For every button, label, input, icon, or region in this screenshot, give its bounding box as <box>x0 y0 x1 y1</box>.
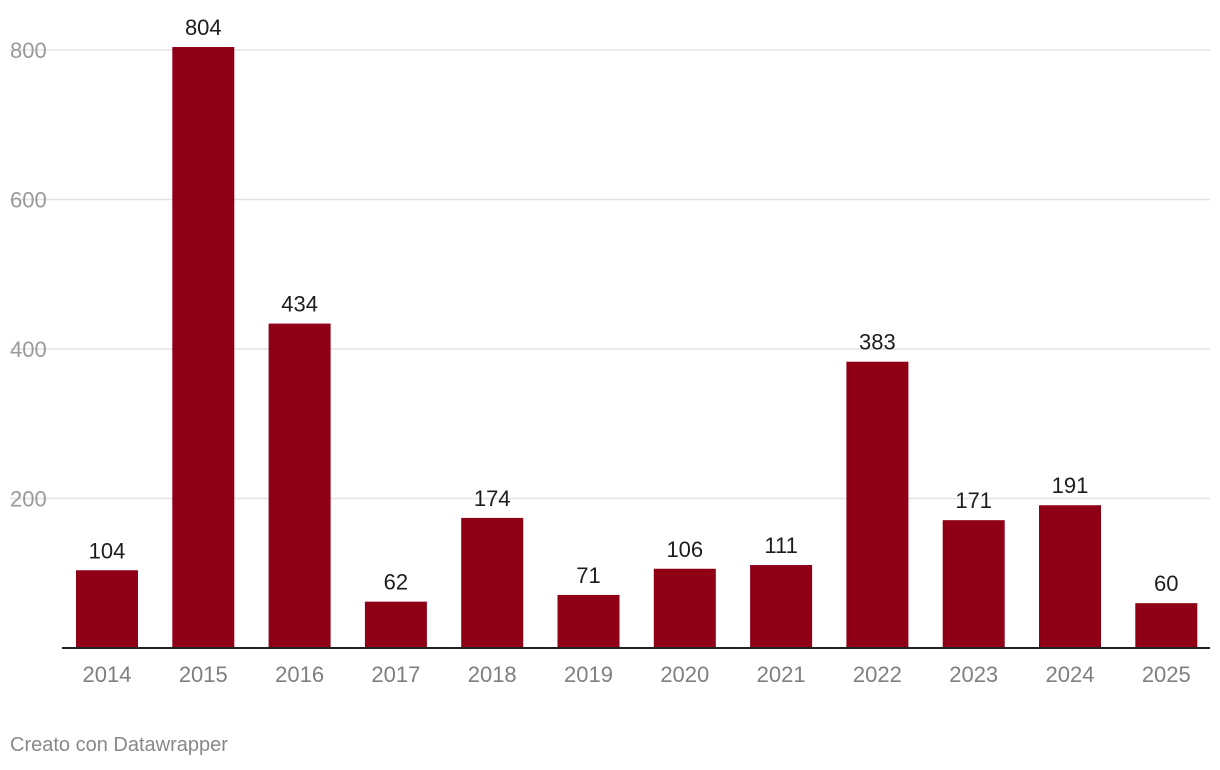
bar-2014 <box>76 570 138 648</box>
value-label-2014: 104 <box>89 538 126 563</box>
x-tick-label-2020: 2020 <box>660 662 709 687</box>
value-label-2017: 62 <box>384 570 408 595</box>
value-labels: 104 804 434 62 174 71 106 111 383 171 191 60 <box>89 15 1179 596</box>
value-label-2021: 111 <box>764 533 797 558</box>
x-tick-label-2024: 2024 <box>1046 662 1095 687</box>
bar-2021 <box>750 565 813 648</box>
bar-2017 <box>364 601 427 648</box>
bar-2022 <box>846 361 909 648</box>
bar-2025 <box>1135 603 1198 648</box>
bar-2019 <box>557 594 620 648</box>
y-tick-label: 600 <box>10 188 47 213</box>
value-label-2016: 434 <box>281 292 318 317</box>
value-label-2023: 171 <box>955 488 992 513</box>
x-tick-label-2016: 2016 <box>275 662 324 687</box>
value-label-2015: 804 <box>185 15 222 40</box>
x-tick-label-2019: 2019 <box>564 662 613 687</box>
value-label-2025: 60 <box>1154 571 1178 596</box>
y-tick-label: 400 <box>10 337 47 362</box>
value-label-2018: 174 <box>474 486 511 511</box>
y-tick-label: 800 <box>10 38 47 63</box>
x-tick-label-2025: 2025 <box>1142 662 1191 687</box>
value-label-2024: 191 <box>1052 473 1089 498</box>
bar-2018 <box>461 517 524 648</box>
footer-credit: Creato con Datawrapper <box>10 734 228 756</box>
x-tick-label-2022: 2022 <box>853 662 902 687</box>
value-label-2019: 71 <box>576 563 600 588</box>
value-label-2022: 383 <box>859 330 896 355</box>
x-tick-label-2014: 2014 <box>83 662 132 687</box>
x-axis-labels: 2014 2015 2016 2017 2018 2019 2020 2021 2022 2023… <box>83 662 1191 687</box>
bar-2020 <box>653 568 716 648</box>
bar-2024 <box>1039 505 1101 648</box>
bar-2023 <box>942 520 1005 648</box>
x-tick-label-2021: 2021 <box>757 662 806 687</box>
bar-2015 <box>172 47 235 648</box>
x-tick-label-2015: 2015 <box>179 662 228 687</box>
bar-2016 <box>268 323 331 648</box>
bars <box>76 47 1198 648</box>
x-tick-label-2023: 2023 <box>949 662 998 687</box>
x-tick-label-2017: 2017 <box>371 662 420 687</box>
y-tick-label: 200 <box>10 487 47 512</box>
x-tick-label-2018: 2018 <box>468 662 517 687</box>
y-axis-labels: 200 400 600 800 <box>10 38 47 512</box>
value-label-2020: 106 <box>666 537 703 562</box>
